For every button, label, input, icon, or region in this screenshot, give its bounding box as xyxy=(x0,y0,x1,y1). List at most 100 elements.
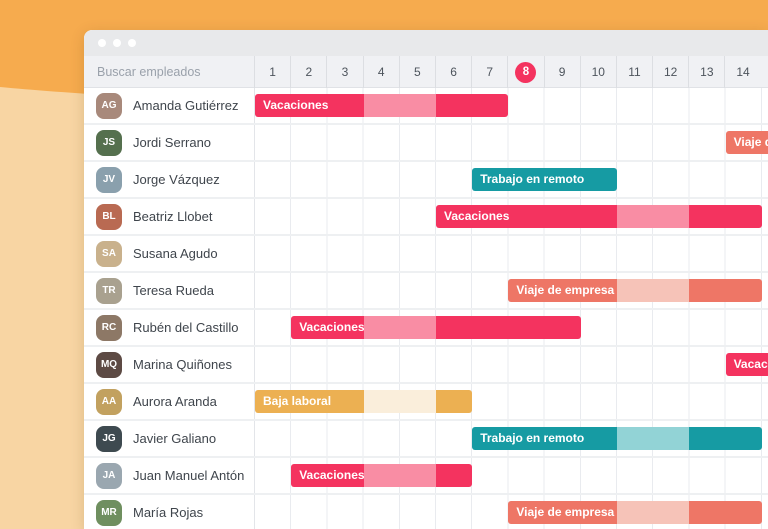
app-window: Buscar empleados 1 2 3 4 5 6 7 8 9 10 11 12 13 14 AG A… xyxy=(84,30,768,529)
employee-cell: MR María Rojas xyxy=(84,495,254,529)
employee-row: JG Javier Galiano Trabajo en remoto xyxy=(84,421,768,458)
avatar: BL xyxy=(96,203,122,230)
absence-bar-trabajo-en-remoto[interactable]: Trabajo en remoto xyxy=(472,168,617,191)
avatar: JA xyxy=(96,462,122,489)
employee-row: AG Amanda Gutiérrez Vacaciones xyxy=(84,88,768,125)
absence-bar-label: Vacaciones xyxy=(444,209,510,223)
day-header-cell[interactable]: 12 xyxy=(652,56,688,88)
employee-cell: MQ Marina Quiñones xyxy=(84,347,254,382)
schedule-track: Viaje de empresa xyxy=(254,495,768,529)
window-control-icon[interactable] xyxy=(128,39,136,47)
schedule-track: Vacaciones xyxy=(254,310,768,345)
employee-cell: JG Javier Galiano xyxy=(84,421,254,456)
absence-bar-segment xyxy=(255,390,364,413)
day-header-cell[interactable]: 13 xyxy=(688,56,724,88)
absence-bar-segment xyxy=(363,316,436,339)
window-control-icon[interactable] xyxy=(113,39,121,47)
absence-bar-label: Viaje de empresa xyxy=(516,283,615,297)
employee-cell: TR Teresa Rueda xyxy=(84,273,254,308)
schedule-track: Trabajo en remoto xyxy=(254,162,768,197)
schedule-track: Viaje de empresa xyxy=(254,125,768,160)
schedule-track: Trabajo en remoto xyxy=(254,421,768,456)
employee-name: María Rojas xyxy=(133,505,204,520)
day-header-cell[interactable]: 2 xyxy=(290,56,326,88)
absence-bar-vacaciones[interactable]: Vacaciones xyxy=(291,316,581,339)
employee-name: Teresa Rueda xyxy=(133,283,214,298)
employee-name: Beatriz Llobet xyxy=(133,209,213,224)
employee-name: Jordi Serrano xyxy=(133,135,212,150)
absence-bar-segment xyxy=(291,464,364,487)
absence-bar-vacaciones[interactable]: Vacaciones xyxy=(436,205,762,228)
day-header-row: 1 2 3 4 5 6 7 8 9 10 11 12 13 14 xyxy=(254,56,761,88)
avatar: TR xyxy=(96,277,122,304)
absence-bar-segment xyxy=(291,316,364,339)
absence-bar-segment xyxy=(472,168,617,191)
absence-bar-segment xyxy=(617,205,690,228)
absence-bar-segment xyxy=(616,279,690,302)
absence-bar-segment xyxy=(435,390,473,413)
day-header-cell[interactable]: 6 xyxy=(434,56,471,88)
employee-name: Javier Galiano xyxy=(133,431,217,446)
absence-bar-vacaciones[interactable]: Vacaciones xyxy=(291,464,473,487)
absence-bar-label: Viaje de empresa xyxy=(733,135,768,149)
schedule-track: Vacaciones xyxy=(254,347,768,382)
schedule-track: Vacaciones xyxy=(254,199,768,234)
absence-bar-vacaciones[interactable]: Vacaciones xyxy=(255,94,509,117)
day-header-cell[interactable]: 14 xyxy=(724,56,760,88)
absence-bar-segment xyxy=(435,316,581,339)
absence-bar-segment xyxy=(436,205,617,228)
avatar: JV xyxy=(96,166,122,193)
schedule-track: Vacaciones xyxy=(254,458,768,493)
employee-name: Jorge Vázquez xyxy=(133,172,220,187)
day-header-cell[interactable]: 8 xyxy=(507,56,543,88)
schedule-track: Viaje de empresa xyxy=(254,273,768,308)
employee-cell: AA Aurora Aranda xyxy=(84,384,254,419)
table-header: Buscar empleados 1 2 3 4 5 6 7 8 9 10 11 12 13 14 xyxy=(84,56,768,88)
absence-bar-label: Trabajo en remoto xyxy=(480,172,585,186)
employee-cell: JS Jordi Serrano xyxy=(84,125,254,160)
employee-name: Marina Quiñones xyxy=(133,357,232,372)
avatar: SA xyxy=(96,240,122,267)
window-control-icon[interactable] xyxy=(98,39,106,47)
avatar: JS xyxy=(96,129,122,156)
absence-bar-viaje-de-empresa[interactable]: Viaje de empresa xyxy=(725,131,768,154)
absence-bar-label: Vacaciones xyxy=(263,98,329,112)
day-header-cell[interactable]: 10 xyxy=(579,56,616,88)
absence-bar-segment xyxy=(508,501,617,524)
avatar: AA xyxy=(96,388,122,415)
absence-bar-vacaciones[interactable]: Vacaciones xyxy=(725,353,768,376)
absence-bar-segment xyxy=(435,464,473,487)
day-header-cell[interactable]: 1 xyxy=(254,56,290,88)
employee-name: Susana Agudo xyxy=(133,246,218,261)
avatar: MR xyxy=(96,499,122,526)
absence-bar-label: Vacaciones xyxy=(299,320,365,334)
day-header-cell[interactable]: 11 xyxy=(615,56,652,88)
absence-bar-viaje-de-empresa[interactable]: Viaje de empresa xyxy=(508,501,762,524)
absence-bar-baja-laboral[interactable]: Baja laboral xyxy=(255,390,473,413)
day-header-cell[interactable]: 5 xyxy=(398,56,435,88)
absence-bar-segment xyxy=(255,94,364,117)
avatar: RC xyxy=(96,314,122,341)
absence-bar-segment xyxy=(725,353,768,376)
employee-cell: AG Amanda Gutiérrez xyxy=(84,88,254,123)
absence-bar-segment xyxy=(725,131,768,154)
employee-row: RC Rubén del Castillo Vacaciones xyxy=(84,310,768,347)
schedule-track: Vacaciones xyxy=(254,88,768,123)
day-header-cell[interactable]: 4 xyxy=(362,56,399,88)
employee-row: JA Juan Manuel Antón Vacaciones xyxy=(84,458,768,495)
day-header-cell[interactable]: 9 xyxy=(543,56,580,88)
employee-name: Juan Manuel Antón xyxy=(133,468,245,483)
absence-bar-segment xyxy=(616,501,690,524)
employee-name: Aurora Aranda xyxy=(133,394,217,409)
day-header-cell[interactable]: 7 xyxy=(471,56,507,88)
absence-bar-viaje-de-empresa[interactable]: Viaje de empresa xyxy=(508,279,762,302)
day-header-cell[interactable]: 3 xyxy=(326,56,362,88)
schedule-track: Baja laboral xyxy=(254,384,768,419)
absence-bar-segment xyxy=(435,94,509,117)
absence-bar-segment xyxy=(689,279,762,302)
avatar: JG xyxy=(96,425,122,452)
absence-bar-trabajo-en-remoto[interactable]: Trabajo en remoto xyxy=(472,427,762,450)
search-input[interactable]: Buscar empleados xyxy=(97,64,201,79)
window-titlebar xyxy=(84,30,768,56)
absence-bar-label: Vacaciones xyxy=(733,357,768,371)
